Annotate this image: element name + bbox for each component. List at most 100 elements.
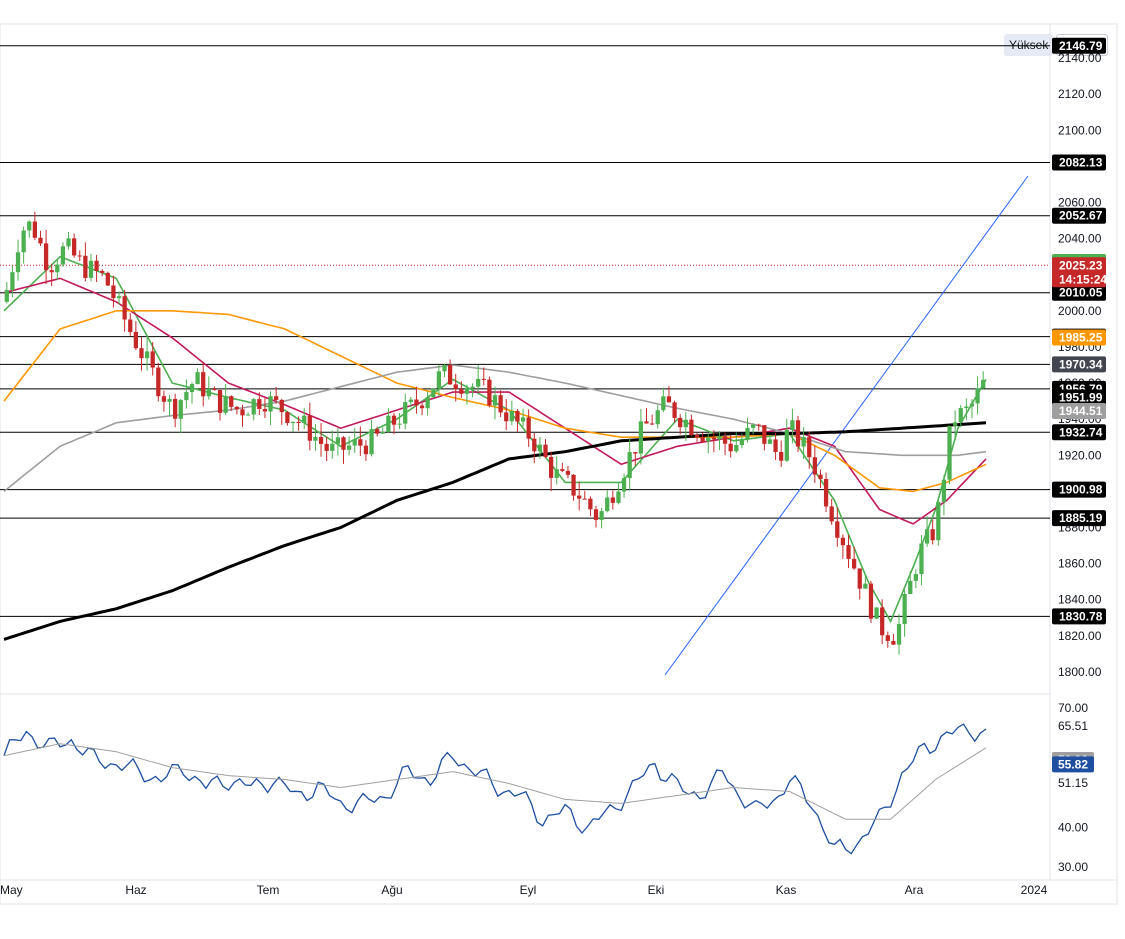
candle-body	[346, 445, 352, 450]
price-tag	[1052, 481, 1106, 498]
candle-body	[464, 388, 470, 394]
candle-body	[823, 478, 829, 507]
candle-body	[386, 415, 391, 433]
candle-body	[902, 594, 907, 625]
candle-body	[588, 498, 593, 510]
candle-body	[77, 255, 82, 257]
candle-body	[941, 479, 947, 502]
candle-body	[857, 568, 862, 589]
price-tag-label: 2010.05	[1059, 286, 1103, 300]
candle-body	[750, 424, 756, 428]
candle-body	[268, 396, 273, 412]
candle-body	[975, 388, 980, 404]
candle-body	[930, 529, 935, 541]
candle-body	[739, 439, 745, 445]
candle-body	[964, 406, 969, 409]
candle-body	[352, 439, 357, 446]
candle-body	[958, 408, 963, 423]
candle-body	[644, 421, 649, 424]
price-tag-label: 1830.78	[1059, 609, 1103, 623]
candle-body	[577, 495, 582, 499]
price-tag-label: 1970.34	[1059, 357, 1103, 371]
candle-body	[874, 607, 879, 619]
candle-body	[891, 640, 896, 645]
candle-body	[492, 395, 498, 406]
candle-body	[661, 396, 666, 411]
time-tick-label: May	[0, 883, 23, 897]
candle-body	[762, 425, 767, 444]
candle-body	[27, 221, 32, 231]
rsi-tick-label: 40.00	[1058, 820, 1088, 834]
candle-body	[234, 406, 240, 410]
candle-body	[812, 457, 817, 475]
price-tag-label: 1900.98	[1059, 483, 1103, 497]
candle-body	[459, 389, 464, 394]
candle-body	[599, 511, 604, 520]
candle-body	[324, 443, 329, 451]
candle-body	[116, 296, 122, 299]
countdown-label: 14:15:24	[1059, 272, 1107, 286]
candle-body	[240, 409, 245, 416]
candle-body	[520, 417, 526, 422]
candle-body	[4, 290, 9, 302]
scale-button[interactable]: Yüksek	[1004, 34, 1054, 56]
candle-body	[711, 437, 716, 440]
rsi-tick-label: 51.15	[1058, 776, 1088, 790]
candle-body	[487, 379, 492, 406]
price-tag	[1052, 154, 1106, 171]
candle-body	[936, 501, 941, 541]
candle-body	[133, 331, 139, 349]
candle-body	[969, 403, 975, 407]
candle-body	[706, 437, 711, 442]
price-tag	[1052, 389, 1106, 406]
time-tick-label: Tem	[257, 883, 280, 897]
price-tag	[1052, 403, 1106, 420]
candle-body	[509, 410, 514, 422]
candle-body	[722, 436, 728, 444]
price-tick-label: 2140.00	[1058, 51, 1102, 65]
price-tick-label: 1800.00	[1058, 665, 1102, 679]
candle-body	[15, 252, 21, 273]
candle-body	[745, 427, 750, 440]
price-tags: 2146.792082.132052.672027.082016.732010.…	[1052, 37, 1107, 625]
price-pane[interactable]: 1800.001820.001840.001860.001880.001900.…	[0, 45, 1102, 679]
candle-body	[38, 237, 43, 244]
candle-body	[100, 270, 105, 273]
candle-body	[21, 230, 26, 253]
candle-body	[543, 444, 548, 458]
candle-body	[481, 378, 486, 380]
price-tick-label: 2000.00	[1058, 304, 1102, 318]
chart-frame	[0, 23, 1118, 905]
candle-body	[717, 436, 722, 440]
candle-body	[908, 580, 913, 595]
candle-body	[245, 414, 251, 416]
rsi-tick-label: 65.51	[1058, 719, 1088, 733]
rsi-ma-line	[3, 743, 987, 820]
candle-body	[666, 396, 672, 403]
candle-body	[627, 452, 632, 479]
candle-body	[453, 384, 458, 390]
price-tick-label: 2040.00	[1058, 232, 1102, 246]
time-tick-label: Haz	[125, 883, 146, 897]
ma-100-line	[3, 364, 987, 493]
candle-body	[10, 272, 15, 291]
candle-body	[212, 388, 217, 391]
candle-body	[403, 402, 408, 424]
candle-body	[307, 415, 312, 441]
candle-body	[391, 415, 397, 425]
time-tick-label: Ağu	[381, 883, 402, 897]
candle-body	[144, 351, 150, 359]
candle-body	[621, 478, 627, 492]
current-price-label: 2025.23	[1059, 258, 1103, 272]
candle-body	[229, 396, 234, 407]
candle-body	[189, 384, 195, 393]
candle-body	[779, 451, 784, 461]
candle-body	[167, 398, 172, 402]
candle-body	[863, 583, 868, 589]
candle-body	[678, 417, 683, 428]
candle-body	[728, 443, 733, 452]
candle-body	[156, 367, 161, 397]
price-tag-label: 1932.74	[1059, 425, 1103, 439]
